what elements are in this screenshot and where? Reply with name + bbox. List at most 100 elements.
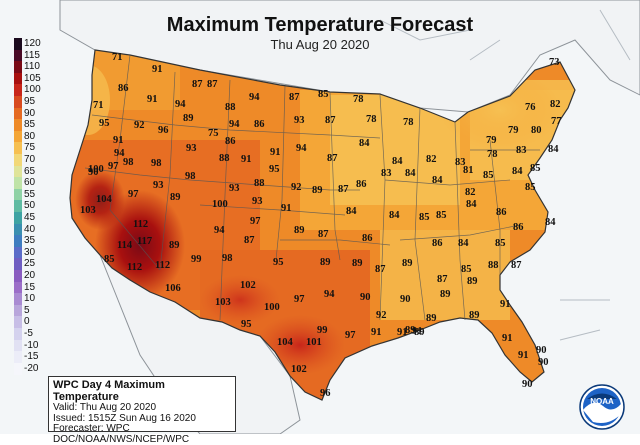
temperature-label: 85 xyxy=(461,264,472,275)
legend-swatch xyxy=(14,177,22,189)
temperature-label: 95 xyxy=(99,118,110,129)
temperature-label: 95 xyxy=(273,257,284,268)
legend-swatch xyxy=(14,50,22,62)
temperature-label: 94 xyxy=(296,143,307,154)
info-forecaster: Forecaster: WPC xyxy=(53,424,231,435)
legend-tick-label: 10 xyxy=(24,294,35,304)
temperature-label: 78 xyxy=(487,149,498,160)
temperature-label: 98 xyxy=(185,171,196,182)
temperature-label: 89 xyxy=(320,257,331,268)
temperature-label: 73 xyxy=(549,57,560,68)
legend-swatch xyxy=(14,189,22,201)
temperature-label: 92 xyxy=(134,120,145,131)
temperature-label: 89 xyxy=(426,313,437,324)
temperature-label: 87 xyxy=(207,79,218,90)
temperature-label: 95 xyxy=(241,319,252,330)
info-heading: WPC Day 4 Maximum Temperature xyxy=(53,379,231,403)
temperature-label: 86 xyxy=(496,207,507,218)
legend-tick-label: 5 xyxy=(24,306,30,316)
temperature-label: 85 xyxy=(525,182,536,193)
legend-tick-label: 60 xyxy=(24,178,35,188)
temperature-label: 96 xyxy=(158,125,169,136)
legend-tick-label: 15 xyxy=(24,283,35,293)
legend-tick-label: 75 xyxy=(24,143,35,153)
temperature-label: 86 xyxy=(118,83,129,94)
temperature-label: 89 xyxy=(183,113,194,124)
temperature-label: 85 xyxy=(318,89,329,100)
legend-tick-label: 115 xyxy=(24,51,40,61)
temperature-label: 104 xyxy=(96,194,113,205)
legend-tick-label: 85 xyxy=(24,120,35,130)
legend-swatch xyxy=(14,351,22,363)
legend-swatch xyxy=(14,258,22,270)
temperature-label: 86 xyxy=(432,238,443,249)
legend-tick-label: 100 xyxy=(24,85,41,95)
temperature-label: 93 xyxy=(252,196,263,207)
temperature-label: 85 xyxy=(483,170,494,181)
temperature-label: 71 xyxy=(93,100,104,111)
temperature-label: 90 xyxy=(536,345,547,356)
temperature-label: 93 xyxy=(294,115,305,126)
temperature-label: 89 xyxy=(469,310,480,321)
temperature-label: 91 xyxy=(502,333,513,344)
temperature-label: 85 xyxy=(104,254,115,265)
temperature-label: 87 xyxy=(437,274,448,285)
info-valid: Valid: Thu Aug 20 2020 xyxy=(53,403,231,414)
legend-swatch xyxy=(14,224,22,236)
temperature-label: 78 xyxy=(353,94,364,105)
temperature-label: 91 xyxy=(371,327,382,338)
temperature-label: 87 xyxy=(289,92,300,103)
temperature-label: 93 xyxy=(153,180,164,191)
temperature-label: 91 xyxy=(152,64,163,75)
temperature-label: 89 xyxy=(294,225,305,236)
svg-text:NOAA: NOAA xyxy=(590,397,614,406)
legend-swatch xyxy=(14,212,22,224)
temperature-label: 100 xyxy=(212,199,228,210)
temperature-label: 84 xyxy=(432,175,443,186)
temperature-label: 77 xyxy=(551,116,562,127)
temperature-label: 87 xyxy=(318,229,329,240)
temperature-label: 91 xyxy=(270,147,281,158)
legend-swatch xyxy=(14,200,22,212)
temperature-label: 87 xyxy=(192,79,203,90)
temperature-label: 89 xyxy=(402,258,413,269)
legend-tick-label: 80 xyxy=(24,132,35,142)
temperature-label: 81 xyxy=(463,165,474,176)
temperature-label: 84 xyxy=(545,217,556,228)
legend-tick-label: -20 xyxy=(24,364,38,374)
temperature-label: 114 xyxy=(117,240,133,251)
temperature-label: 79 xyxy=(508,125,519,136)
temperature-label: 94 xyxy=(214,225,225,236)
legend-swatch xyxy=(14,131,22,143)
legend-swatch xyxy=(14,84,22,96)
temperature-label: 87 xyxy=(338,184,349,195)
legend-tick-label: 40 xyxy=(24,225,35,235)
legend-tick-label: 105 xyxy=(24,74,41,84)
temperature-label: 100 xyxy=(264,302,280,313)
legend-tick-label: 65 xyxy=(24,167,35,177)
legend-tick-label: 50 xyxy=(24,201,35,211)
legend-tick-label: -15 xyxy=(24,352,38,362)
temperature-label: 97 xyxy=(345,330,356,341)
legend-tick-label: -5 xyxy=(24,329,33,339)
temperature-label: 94 xyxy=(249,92,260,103)
temperature-label: 88 xyxy=(225,102,236,113)
temperature-label: 94 xyxy=(324,289,335,300)
temperature-label: 78 xyxy=(403,117,414,128)
temperature-label: 84 xyxy=(359,138,370,149)
temperature-label: 112 xyxy=(133,219,148,230)
temperature-label: 84 xyxy=(389,210,400,221)
temperature-label: 87 xyxy=(511,260,522,271)
temperature-label: 89 xyxy=(312,185,323,196)
temperature-label: 98 xyxy=(151,158,162,169)
temperature-label: 91 xyxy=(113,135,124,146)
legend-swatch xyxy=(14,38,22,50)
temperature-label: 91 xyxy=(500,299,511,310)
temperature-label: 87 xyxy=(375,264,386,275)
legend-tick-label: 90 xyxy=(24,109,35,119)
legend-swatch xyxy=(14,305,22,317)
temperature-label: 112 xyxy=(127,262,142,273)
temperature-label: 94 xyxy=(229,119,240,130)
